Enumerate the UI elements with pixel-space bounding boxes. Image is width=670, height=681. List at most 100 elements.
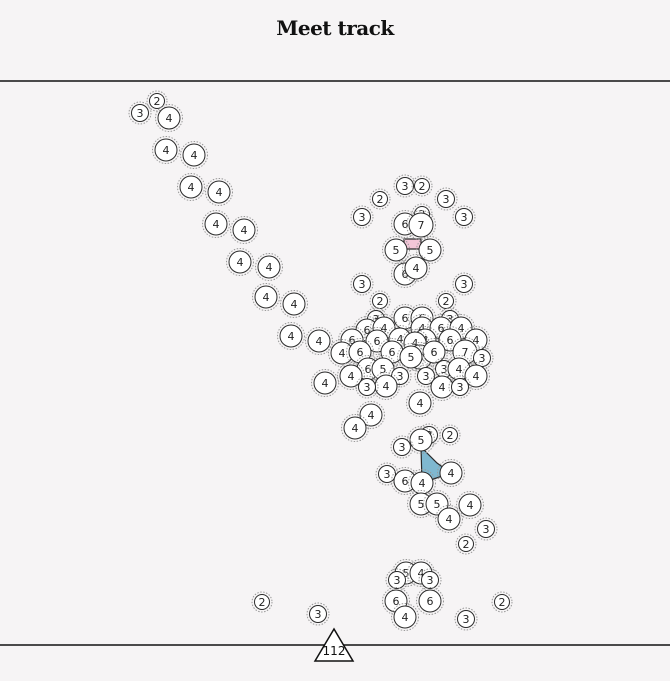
node: 4 <box>311 369 339 397</box>
node-label: 3 <box>402 180 409 193</box>
node-label: 6 <box>365 363 372 376</box>
node-label: 6 <box>402 475 409 488</box>
node-halo <box>456 491 484 519</box>
node-halo <box>402 254 430 282</box>
node: 4 <box>341 414 369 442</box>
node-circle <box>438 293 454 309</box>
node: 3 <box>350 272 374 296</box>
node-label: 4 <box>456 363 463 376</box>
node: 2 <box>439 424 461 446</box>
node-label: 4 <box>216 186 223 199</box>
node: 7 <box>406 210 436 240</box>
node-label: 6 <box>389 346 396 359</box>
node-circle <box>207 180 231 204</box>
node-label: 6 <box>402 312 409 325</box>
node-halo <box>439 424 461 446</box>
node-label: 4 <box>352 422 359 435</box>
node-halo <box>230 216 258 244</box>
node-halo <box>411 175 433 197</box>
node-label: 4 <box>473 370 480 383</box>
node-label: 4 <box>339 347 346 360</box>
node: 6 <box>420 338 448 366</box>
node-label: 5 <box>418 434 425 447</box>
node-label: 6 <box>447 334 454 347</box>
node-circle <box>437 507 461 531</box>
node-label: 6 <box>427 595 434 608</box>
node-label: 4 <box>166 112 173 125</box>
node-label: 3 <box>137 107 144 120</box>
node-halo <box>355 375 379 399</box>
node-label: 3 <box>479 352 486 365</box>
node-label: 5 <box>403 567 410 580</box>
node-halo <box>226 248 254 276</box>
node: 4 <box>252 283 280 311</box>
node: 3 <box>448 375 472 399</box>
node-label: 4 <box>368 409 375 422</box>
node-label: 4 <box>322 377 329 390</box>
node-halo <box>357 401 385 429</box>
node: 4 <box>357 401 385 429</box>
node-label: 5 <box>408 351 415 364</box>
node-label: 4 <box>458 322 465 335</box>
node-halo <box>406 210 436 240</box>
node: 3 <box>418 568 442 592</box>
node: 3 <box>350 205 374 229</box>
node: 3 <box>393 174 417 198</box>
node-halo <box>452 272 476 296</box>
node: 5 <box>397 343 425 371</box>
node: 4 <box>155 104 183 132</box>
node-circle <box>378 465 396 483</box>
node-label: 3 <box>359 278 366 291</box>
node-circle <box>458 536 474 552</box>
node-label: 4 <box>446 513 453 526</box>
node-circle <box>154 138 178 162</box>
node-label: 2 <box>463 538 470 551</box>
node-label: 2 <box>447 429 454 442</box>
node: 4 <box>202 210 230 238</box>
node-label: 4 <box>448 467 455 480</box>
node-label: 2 <box>377 295 384 308</box>
node-circle <box>477 520 495 538</box>
node-label: 7 <box>418 219 425 232</box>
node-label: 3 <box>364 381 371 394</box>
node-halo <box>435 505 463 533</box>
node-circle <box>157 106 181 130</box>
footer-triangle <box>313 627 355 662</box>
node-circle <box>372 191 388 207</box>
node-label: 6 <box>357 346 364 359</box>
node-circle <box>279 324 303 348</box>
node: 3 <box>434 187 458 211</box>
diagram-title: Meet track <box>276 16 394 40</box>
node: 4 <box>280 290 308 318</box>
node: 4 <box>391 603 419 631</box>
node-halo <box>385 568 409 592</box>
node-label: 3 <box>461 211 468 224</box>
node-halo <box>397 343 425 371</box>
node-halo <box>382 236 410 264</box>
node-label: 4 <box>419 322 426 335</box>
node: 4 <box>305 327 333 355</box>
node-label: 3 <box>427 574 434 587</box>
node-label: 4 <box>383 380 390 393</box>
node: 3 <box>454 607 478 631</box>
node-label: 3 <box>461 278 468 291</box>
node-halo <box>128 101 152 125</box>
node: 5 <box>382 236 410 264</box>
node-circle <box>384 238 408 262</box>
node-label: 6 <box>402 268 409 281</box>
node-circle <box>388 571 406 589</box>
node: 4 <box>205 178 233 206</box>
node-halo <box>414 364 438 388</box>
node-circle <box>179 175 203 199</box>
node-circle <box>494 594 510 610</box>
node: 4 <box>437 459 465 487</box>
node: 4 <box>408 469 436 497</box>
node-circle <box>458 493 482 517</box>
node-circle <box>339 364 363 388</box>
node-label: 3 <box>384 468 391 481</box>
node: 5 <box>423 490 451 518</box>
node-label: 6 <box>364 324 371 337</box>
node-label: 6 <box>393 595 400 608</box>
node-label: 3 <box>441 363 448 376</box>
